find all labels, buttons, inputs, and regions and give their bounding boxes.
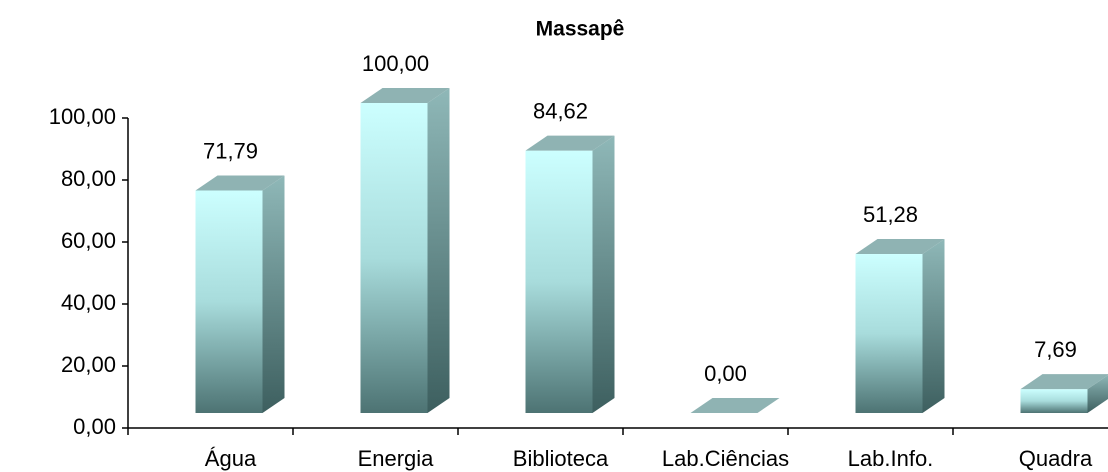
bar-top — [1020, 374, 1108, 390]
x-tick-label: Lab.Ciências — [662, 446, 789, 471]
bar — [525, 135, 615, 414]
bar-side — [1087, 375, 1108, 413]
y-tick-label: 60,00 — [61, 228, 116, 253]
data-label: 7,69 — [1034, 337, 1077, 362]
y-tick-label: 40,00 — [61, 290, 116, 315]
x-tick-label: Água — [205, 446, 257, 471]
data-label: 0,00 — [704, 361, 747, 386]
data-label: 84,62 — [533, 98, 588, 123]
y-tick-label: 100,00 — [49, 104, 116, 129]
data-label: 71,79 — [203, 138, 258, 163]
bar — [1020, 374, 1108, 413]
bar — [690, 398, 780, 413]
bar-side — [262, 175, 285, 413]
bar-side — [592, 135, 615, 414]
bar-front — [855, 254, 923, 413]
x-tick-label: Lab.Info. — [848, 446, 934, 471]
bar-top — [690, 398, 780, 413]
bar-front — [195, 190, 263, 413]
x-tick-label: Quadra — [1019, 446, 1093, 471]
chart-title: Massapê — [536, 18, 625, 41]
bar-side — [427, 88, 450, 413]
bar — [195, 175, 285, 413]
bar-front — [360, 103, 428, 413]
x-tick-label: Energia — [358, 446, 435, 471]
y-tick-label: 80,00 — [61, 166, 116, 191]
x-tick-label: Biblioteca — [513, 446, 609, 471]
bar-front — [1020, 389, 1088, 413]
bar-top — [525, 135, 615, 151]
bar-top — [855, 239, 945, 255]
bar-front — [525, 150, 593, 414]
bar-side — [922, 239, 945, 413]
data-label: 100,00 — [362, 51, 429, 76]
y-tick-label: 0,00 — [73, 414, 116, 439]
bar-top — [360, 88, 450, 103]
bar-top — [195, 175, 285, 191]
y-tick-label: 20,00 — [61, 352, 116, 377]
bar — [360, 88, 450, 413]
data-label: 51,28 — [863, 202, 918, 227]
bar — [855, 239, 945, 413]
